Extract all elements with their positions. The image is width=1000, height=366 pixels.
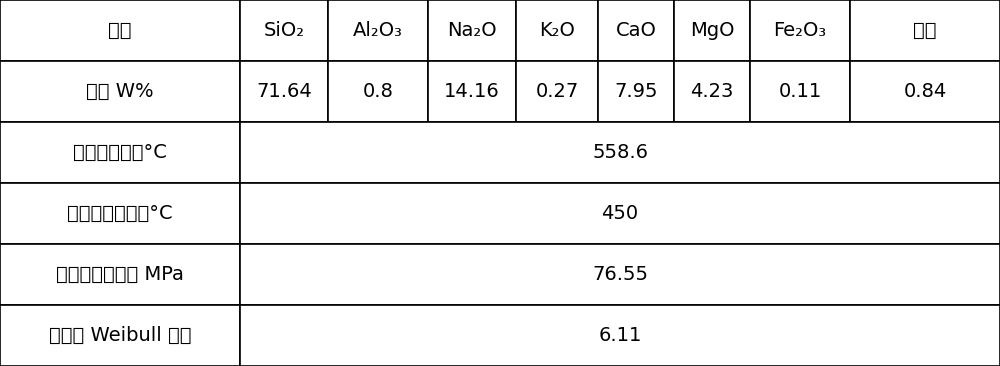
Bar	[516, 0, 598, 61]
Bar	[750, 61, 850, 122]
Text: 其他: 其他	[913, 21, 937, 40]
Text: 钢化前弯曲强度 MPa: 钢化前弯曲强度 MPa	[56, 265, 184, 284]
Bar	[0, 61, 240, 122]
Bar	[598, 0, 674, 61]
Bar	[240, 305, 1000, 366]
Bar	[674, 0, 750, 61]
Text: Al₂O₃: Al₂O₃	[353, 21, 403, 40]
Bar	[0, 244, 240, 305]
Bar	[328, 61, 428, 122]
Bar	[240, 244, 1000, 305]
Bar	[0, 183, 240, 244]
Bar	[240, 61, 328, 122]
Bar	[850, 61, 1000, 122]
Bar	[674, 61, 750, 122]
Bar	[240, 0, 328, 61]
Bar	[428, 61, 516, 122]
Text: 0.11: 0.11	[778, 82, 822, 101]
Text: Na₂O: Na₂O	[447, 21, 497, 40]
Text: 第一步钢化温度°C: 第一步钢化温度°C	[67, 204, 173, 223]
Text: 玻璃转变温度°C: 玻璃转变温度°C	[73, 143, 167, 162]
Bar	[516, 61, 598, 122]
Bar	[0, 122, 240, 183]
Text: 成分: 成分	[108, 21, 132, 40]
Text: 0.84: 0.84	[903, 82, 947, 101]
Text: MgO: MgO	[690, 21, 734, 40]
Text: 4.23: 4.23	[690, 82, 734, 101]
Bar	[0, 305, 240, 366]
Text: 7.95: 7.95	[614, 82, 658, 101]
Text: 0.8: 0.8	[363, 82, 393, 101]
Bar	[750, 0, 850, 61]
Text: SiO₂: SiO₂	[263, 21, 305, 40]
Text: K₂O: K₂O	[539, 21, 575, 40]
Bar	[240, 183, 1000, 244]
Text: 71.64: 71.64	[256, 82, 312, 101]
Bar	[0, 0, 240, 61]
Text: 558.6: 558.6	[592, 143, 648, 162]
Text: 0.27: 0.27	[535, 82, 579, 101]
Bar	[428, 0, 516, 61]
Text: 450: 450	[601, 204, 639, 223]
Text: 14.16: 14.16	[444, 82, 500, 101]
Text: 6.11: 6.11	[598, 326, 642, 345]
Text: 含量 W%: 含量 W%	[86, 82, 154, 101]
Bar	[240, 122, 1000, 183]
Bar	[850, 0, 1000, 61]
Text: Fe₂O₃: Fe₂O₃	[773, 21, 827, 40]
Text: 76.55: 76.55	[592, 265, 648, 284]
Text: 钢化前 Weibull 模数: 钢化前 Weibull 模数	[49, 326, 191, 345]
Bar	[598, 61, 674, 122]
Bar	[328, 0, 428, 61]
Text: CaO: CaO	[616, 21, 656, 40]
